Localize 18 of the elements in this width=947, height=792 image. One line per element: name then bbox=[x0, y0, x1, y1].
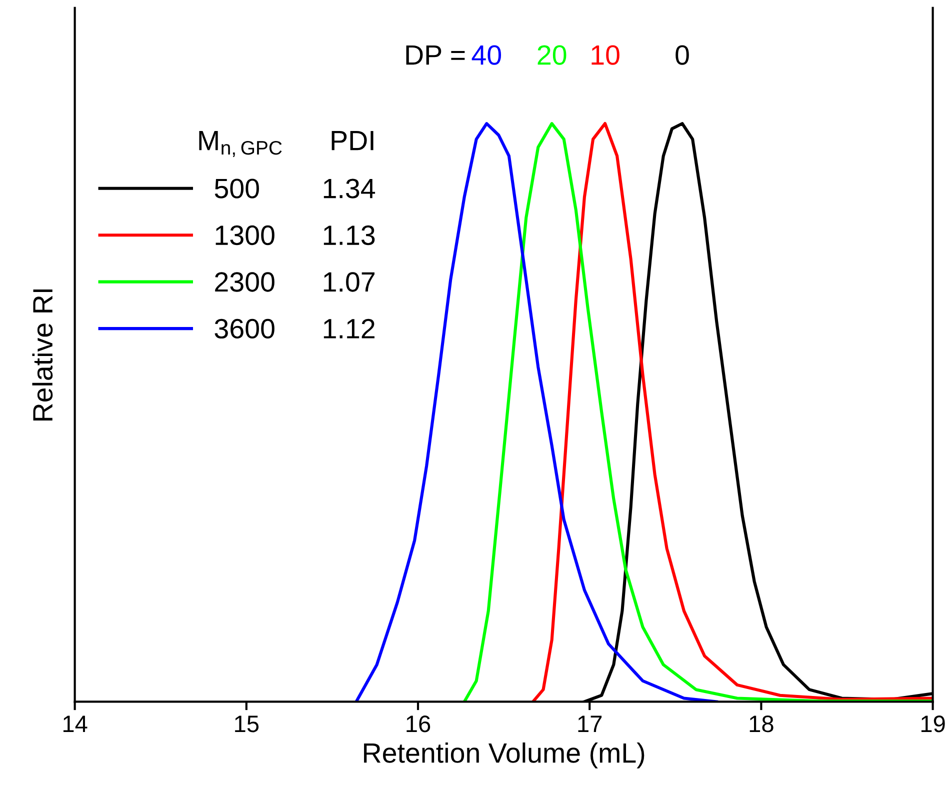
x-tick-label: 16 bbox=[406, 716, 430, 732]
text: DP = bbox=[406, 45, 465, 65]
text: 10 bbox=[592, 45, 620, 65]
text: 0 bbox=[676, 45, 689, 65]
x-axis-title: Retention Volume (mL) bbox=[364, 742, 644, 768]
legend-label: 3600 1.12 bbox=[214, 318, 374, 339]
y-axis-title: Relative RI bbox=[32, 289, 53, 420]
legend-label: 1300 1.13 bbox=[216, 225, 375, 246]
text: 40 bbox=[472, 45, 502, 65]
x-tick-label: 18 bbox=[750, 716, 774, 732]
text: M$_{n,GPC}$ PDI bbox=[199, 131, 374, 158]
x-tick-label: 19 bbox=[921, 716, 945, 732]
legend-label: 2300 1.07 bbox=[215, 272, 374, 292]
legend-label: 500 1.34 bbox=[214, 178, 376, 198]
x-tick-label: 15 bbox=[235, 716, 259, 732]
text: 20 bbox=[538, 45, 566, 65]
x-tick-label: 14 bbox=[63, 716, 88, 732]
x-tick-label: 17 bbox=[578, 716, 602, 732]
